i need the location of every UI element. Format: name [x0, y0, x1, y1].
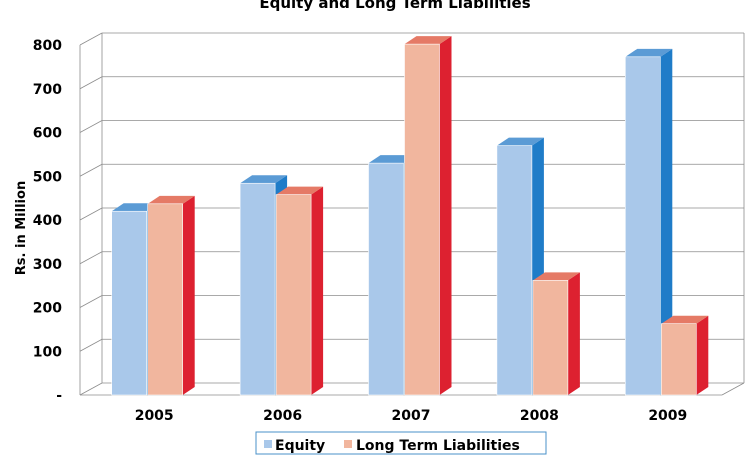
bar-long-term-liabilities-2009-side	[696, 315, 709, 395]
bar-equity-2006	[239, 182, 276, 396]
bar-equity-2005-top	[111, 203, 159, 212]
y-tick-label: -	[56, 388, 62, 404]
bar-equity-2009	[624, 56, 661, 396]
y-tick-label: 600	[33, 126, 62, 142]
gridline-diagonal	[79, 120, 103, 133]
bars	[111, 36, 709, 396]
gridline-diagonal	[79, 207, 103, 221]
gridline-diagonal	[79, 295, 103, 308]
bar-long-term-liabilities-2008-top	[532, 272, 580, 281]
bar-long-term-liabilities-2008-side	[567, 272, 580, 395]
legend-frame	[255, 431, 547, 455]
legend-label-equity: Equity	[275, 438, 325, 454]
chart-title: Equity and Long Term Liabilities	[259, 0, 530, 12]
bar-long-term-liabilities-2005-side	[182, 195, 195, 395]
bar-equity-2007	[368, 162, 404, 396]
labels: - 100 200 300 400 500 600 700 800 2005 2006 2007 200…	[33, 38, 688, 424]
floor-right-edge	[721, 382, 745, 396]
bar-equity-2005	[111, 210, 147, 396]
legend-swatch-equity	[264, 440, 272, 448]
x-tick-label: 2009	[648, 408, 687, 424]
gridline-diagonal	[79, 251, 103, 265]
gridline-diagonal	[79, 382, 103, 396]
y-tick-label: 400	[33, 213, 62, 229]
bar-equity-2007-top	[368, 155, 416, 164]
y-axis-label: Rs. in Million	[14, 181, 29, 275]
legend-label-long-term-liabilities: Long Term Liabilities	[356, 438, 520, 454]
legend: Equity Long Term Liabilities	[255, 431, 547, 455]
bar-long-term-liabilities-2006-side	[311, 186, 324, 395]
gridline-diagonal	[79, 163, 103, 177]
x-tick-label: 2008	[520, 408, 559, 424]
bar-equity-2008-top	[496, 137, 544, 146]
x-tick-label: 2007	[392, 408, 431, 424]
gridline-diagonal	[79, 32, 103, 46]
gridline-diagonal	[79, 76, 103, 90]
bar-long-term-liabilities-2007-top	[404, 36, 452, 45]
bar-long-term-liabilities-2005	[147, 203, 183, 396]
bar-long-term-liabilities-2009-top	[661, 315, 709, 324]
bar-long-term-liabilities-2007	[404, 43, 440, 396]
y-tick-label: 700	[33, 82, 62, 98]
y-tick-label: 200	[33, 301, 62, 317]
x-tick-label: 2005	[135, 408, 174, 424]
x-tick-label: 2006	[263, 408, 302, 424]
y-tick-label: 300	[33, 257, 62, 273]
bar-long-term-liabilities-2006	[275, 194, 312, 396]
bar-equity-2006-top	[240, 175, 288, 184]
gridline-diagonal	[79, 338, 103, 352]
bar-equity-2008	[496, 145, 533, 396]
bar-long-term-liabilities-2006-top	[276, 186, 324, 195]
bar-long-term-liabilities-2009	[660, 323, 697, 396]
bar-equity-2009-side	[660, 48, 673, 395]
bar-long-term-liabilities-2005-top	[147, 195, 195, 204]
bar-equity-2009-top	[625, 48, 673, 57]
y-tick-label: 500	[33, 169, 62, 185]
legend-swatch-long-term-liabilities	[344, 440, 352, 448]
bar-long-term-liabilities-2008	[532, 280, 569, 396]
y-tick-label: 100	[33, 344, 62, 360]
y-tick-label: 800	[33, 38, 62, 54]
bar-long-term-liabilities-2007-side	[439, 36, 452, 395]
